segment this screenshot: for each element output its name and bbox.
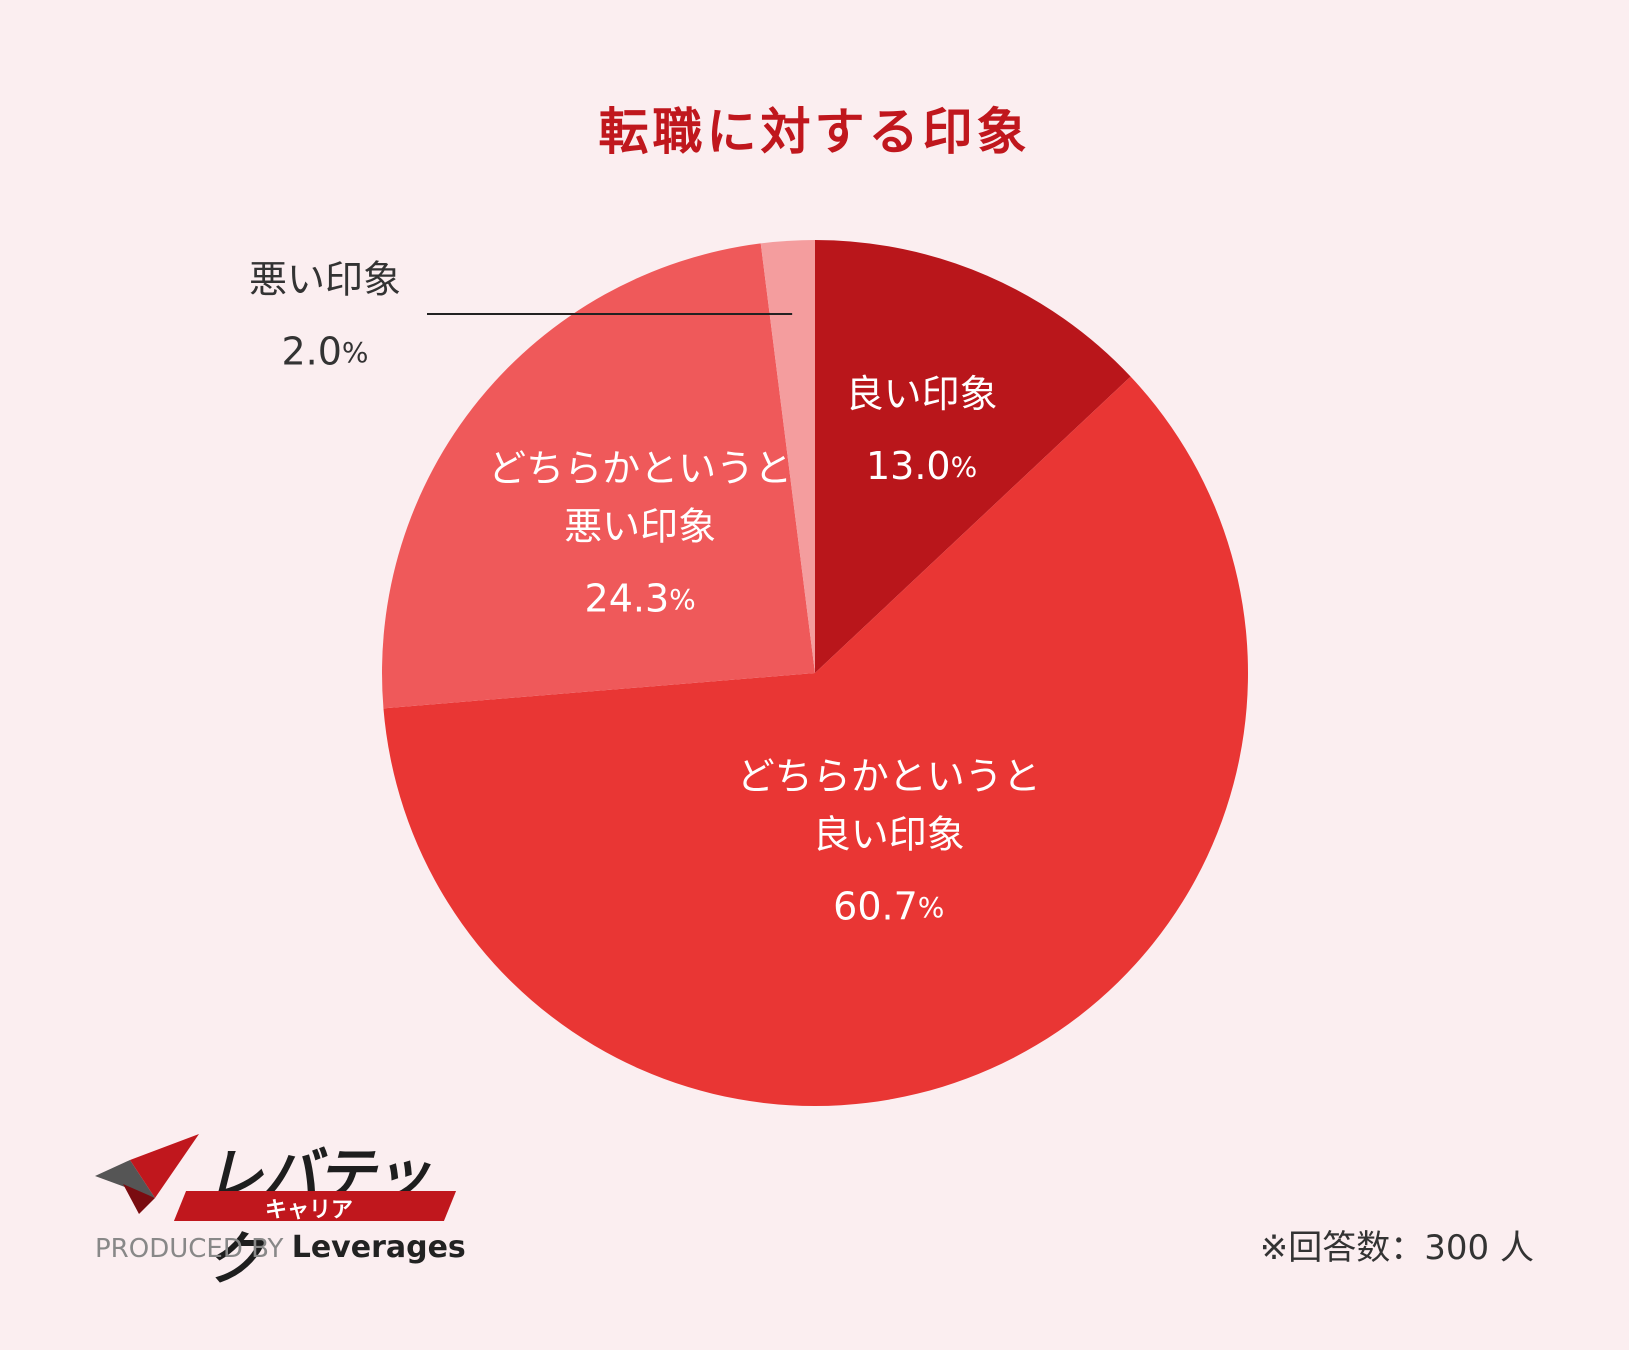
pie-slice-2: [382, 243, 815, 709]
slice-label-2-1: 悪い印象: [564, 505, 716, 549]
pie-slice-0: [815, 240, 1131, 673]
pie-slices: [382, 240, 1248, 1107]
slice-value-3: 2.0%: [281, 330, 368, 374]
slice-label-0-0: 良い印象: [846, 372, 998, 416]
produced-by: PRODUCED BY Leverages: [95, 1230, 466, 1265]
respondent-count-note: ※回答数：300 人: [1259, 1228, 1534, 1268]
chart-title: 転職に対する印象: [598, 103, 1031, 161]
slice-value-1: 60.7%: [833, 885, 944, 929]
slice-value-0: 13.0%: [866, 444, 977, 488]
slice-label-1-1: 良い印象: [813, 813, 965, 857]
logo-check-icon: [95, 1134, 199, 1214]
slice-label-1-0: どちらかというと: [737, 755, 1041, 799]
pie-slice-3: [760, 240, 815, 673]
pie-labels: 良い印象13.0%どちらかというと良い印象60.7%どちらかというと悪い印象24…: [249, 258, 1041, 929]
produced-by-brand: Leverages: [291, 1230, 466, 1265]
pie-slice-1: [383, 376, 1248, 1107]
logo-subtitle: キャリア: [265, 1198, 354, 1223]
slice-label-2-0: どちらかというと: [488, 447, 792, 491]
slice-label-3-0: 悪い印象: [249, 258, 401, 302]
produced-by-prefix: PRODUCED BY: [95, 1234, 284, 1264]
slice-value-2: 24.3%: [585, 577, 696, 621]
levtech-career-logo: レバテック キャリア: [95, 1128, 457, 1293]
